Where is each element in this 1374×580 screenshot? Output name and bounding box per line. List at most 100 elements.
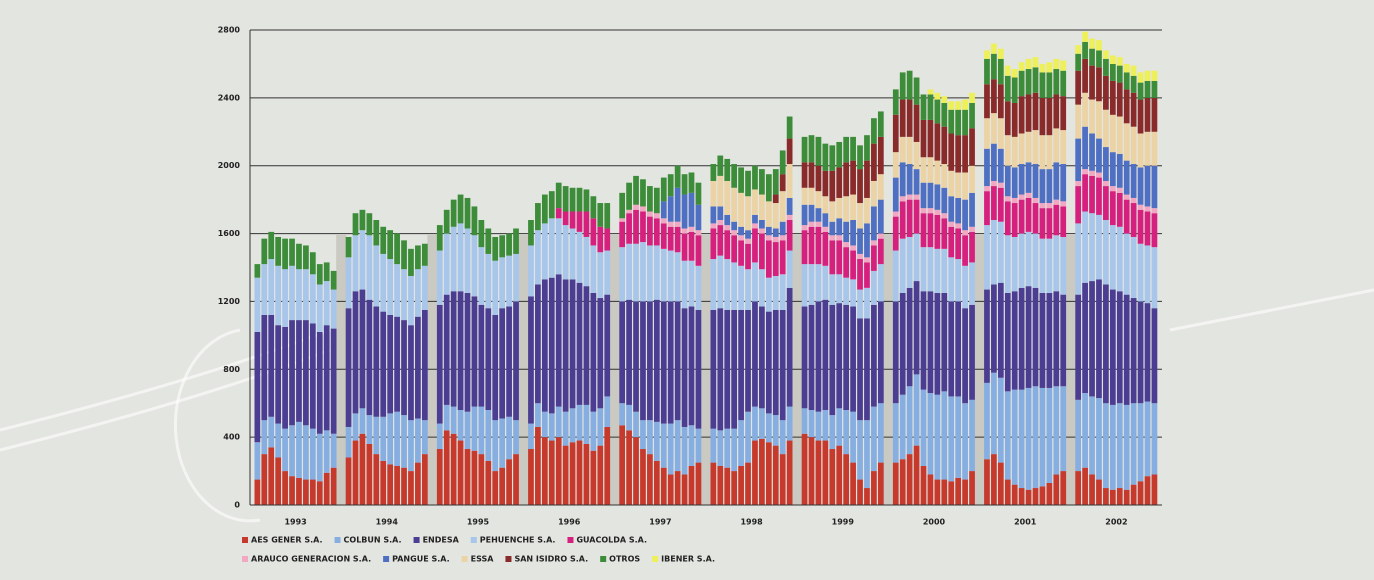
bar-segment [1004,201,1011,236]
bar-segment [1011,136,1018,168]
bar-segment [667,474,674,505]
bar-segment [864,420,870,489]
bar-segment [1053,474,1060,505]
bar-segment [464,292,471,412]
bar-segment [955,396,962,478]
bar-segment [1089,99,1095,134]
bar-segment [892,301,899,404]
bar-segment [513,301,519,421]
bar-segment [1144,211,1151,246]
bar-segment [597,252,604,299]
bar-segment [955,101,962,110]
bar-segment [1011,389,1018,485]
bar-segment [254,277,261,332]
bar-segment [927,474,934,505]
bar-segment [836,197,843,219]
bar-segment [955,301,962,397]
bar-segment [1144,476,1151,505]
bar-segment [647,186,653,212]
bar-segment [695,230,702,236]
bar-segment [843,304,850,410]
bar-segment [1018,96,1025,134]
bar-segment [1130,236,1137,299]
bar-segment [421,420,428,455]
bar-segment [1075,53,1082,71]
bar-segment [920,94,927,120]
bar-segment [1144,97,1151,132]
bar-segment [969,192,975,227]
bar-segment [836,445,843,505]
bar-segment [892,216,899,251]
bar-segment [1109,63,1116,81]
bar-segment [562,445,569,505]
bar-segment [892,403,899,463]
bar-segment [1046,62,1053,73]
bar-segment [394,316,400,412]
bar-segment [984,84,990,119]
bar-segment [604,203,611,229]
bar-segment [688,192,695,227]
bar-segment [871,206,877,241]
bar-segment [373,454,380,505]
bar-segment [485,253,492,309]
bar-segment [1004,479,1011,505]
bar-segment [647,301,653,421]
bar-segment [1004,65,1011,76]
bar-segment [380,311,387,417]
bar-segment [710,164,717,181]
bar-segment [640,206,646,212]
bar-segment [380,416,387,461]
bar-segment [562,211,569,226]
bar-segment [1089,65,1095,100]
bar-segment [731,309,738,429]
bar-segment [779,150,786,175]
bar-segment [984,148,990,187]
bar-segment [765,311,772,414]
bar-segment [590,196,597,219]
bar-segment [710,228,717,260]
bar-segment [808,437,815,505]
bar-segment [436,304,443,424]
bar-segment [1082,282,1088,394]
bar-segment [394,233,400,265]
bar-segment [801,433,808,505]
bar-segment [633,437,639,505]
bar-segment [955,135,962,173]
bar-segment [906,136,913,165]
bar-segment [934,479,941,505]
bar-segment [681,194,688,229]
bar-segment [920,291,927,390]
bar-segment [997,282,1004,378]
bar-segment [864,160,870,198]
bar-segment [1109,55,1116,64]
bar-segment [275,423,282,458]
bar-segment [836,408,843,446]
bar-segment [997,377,1004,463]
bar-segment [562,186,569,212]
bar-segment [871,406,877,472]
bar-segment [877,403,884,463]
bar-segment [674,301,681,421]
bar-segment [345,236,352,258]
bar-segment [562,411,569,446]
bar-segment [254,331,261,443]
bar-segment [303,479,309,505]
bar-segment [1046,169,1053,204]
bar-segment [864,488,870,505]
bar-segment [485,308,492,410]
bar-segment [969,128,975,166]
bar-segment [759,220,765,229]
bar-segment [330,433,337,468]
bar-segment [1075,180,1082,187]
bar-segment [738,235,744,241]
bar-segment [457,194,464,224]
bar-segment [695,182,702,205]
bar-segment [633,411,639,438]
bar-segment [275,236,282,266]
bar-segment [710,462,717,505]
bar-segment [436,225,443,251]
bar-segment [934,99,941,124]
bar-segment [786,214,793,220]
bar-segment [408,420,414,472]
bar-segment [647,420,653,455]
